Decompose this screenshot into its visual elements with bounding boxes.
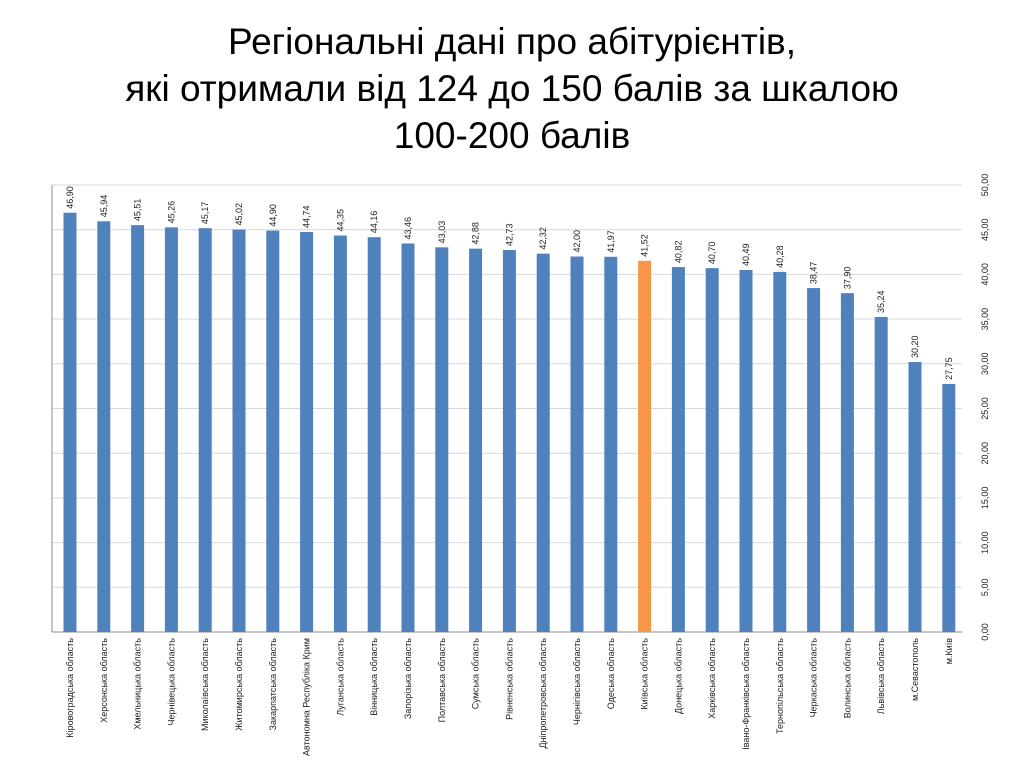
bar — [232, 229, 246, 633]
category-label: Луганська область — [335, 638, 345, 716]
data-label: 27,75 — [944, 357, 954, 380]
data-label: 45,02 — [234, 203, 244, 226]
category-label: Донецька область — [673, 638, 683, 714]
category-label: Херсонська область — [99, 638, 109, 723]
bar — [164, 227, 178, 632]
data-label: 40,49 — [741, 243, 751, 266]
data-label: 42,88 — [471, 222, 481, 245]
y-tick-label: 0,00 — [980, 623, 990, 641]
bar — [604, 256, 618, 632]
bar — [840, 293, 854, 632]
category-label: Черкаська область — [809, 638, 819, 718]
y-tick-label: 20,00 — [980, 442, 990, 465]
data-label: 44,74 — [302, 205, 312, 228]
data-label: 45,17 — [200, 202, 210, 225]
category-label: Закарпатська область — [268, 638, 278, 731]
category-label: Харківська область — [707, 638, 717, 719]
category-label: Дніпропетровська область — [538, 638, 548, 749]
data-label: 41,52 — [640, 234, 650, 257]
category-label: Сумська область — [471, 638, 481, 710]
category-label: м.Київ — [944, 638, 954, 664]
category-label: Полтавська область — [437, 638, 447, 723]
y-tick-label: 35,00 — [980, 308, 990, 331]
bar — [773, 271, 787, 632]
data-label: 40,82 — [673, 241, 683, 264]
data-label: 38,47 — [809, 262, 819, 285]
data-label: 40,70 — [707, 242, 717, 265]
y-tick-label: 30,00 — [980, 353, 990, 376]
data-label: 42,32 — [538, 227, 548, 250]
category-label: Кіровоградська область — [65, 638, 75, 738]
category-label: Волинська область — [842, 638, 852, 719]
bar — [570, 256, 584, 632]
data-label: 41,97 — [606, 230, 616, 253]
bar — [807, 288, 821, 632]
bar — [97, 221, 111, 633]
bar — [131, 225, 145, 632]
category-label: Чернівецька область — [166, 638, 176, 726]
category-label: Тернопільська область — [775, 638, 785, 734]
category-label: Вінницька область — [369, 638, 379, 716]
data-label: 45,94 — [99, 195, 109, 218]
data-label: 40,28 — [775, 245, 785, 268]
bar — [63, 212, 77, 633]
category-label: Автономна Республіка Крим — [302, 638, 312, 756]
bar — [739, 270, 753, 632]
chart-title: Регіональні дані про абітурієнтів, які о… — [0, 18, 1024, 159]
title-line-3: 100-200 балів — [393, 115, 631, 156]
data-label: 46,90 — [65, 186, 75, 209]
y-tick-label: 50,00 — [980, 174, 990, 197]
data-label: 42,73 — [504, 223, 514, 246]
data-label: 30,20 — [910, 335, 920, 358]
category-label: Чернігівська область — [572, 638, 582, 725]
bar — [502, 249, 516, 632]
bar — [266, 230, 280, 632]
title-line-2: які отримали від 124 до 150 балів за шка… — [125, 68, 899, 109]
data-label: 44,90 — [268, 204, 278, 227]
y-tick-label: 5,00 — [980, 579, 990, 597]
category-label: Миколаївська область — [200, 638, 210, 731]
y-tick-label: 25,00 — [980, 397, 990, 420]
category-label: Житомирська область — [234, 638, 244, 731]
category-label: Одеська область — [606, 638, 616, 710]
title-line-1: Регіональні дані про абітурієнтів, — [228, 21, 796, 62]
bar — [908, 362, 922, 632]
bar — [536, 253, 550, 633]
data-label: 43,03 — [437, 221, 447, 244]
data-label: 45,51 — [133, 199, 143, 222]
data-label: 44,35 — [335, 209, 345, 232]
bar — [198, 228, 212, 632]
y-tick-label: 15,00 — [980, 487, 990, 510]
bar — [367, 237, 381, 632]
bar — [705, 268, 719, 632]
bar — [435, 247, 449, 632]
data-label: 35,24 — [876, 290, 886, 313]
category-label: Запорізька область — [403, 638, 413, 719]
data-label: 37,90 — [842, 267, 852, 290]
data-label: 44,16 — [369, 211, 379, 234]
bar — [401, 243, 415, 633]
category-label: Хмельницька область — [133, 638, 143, 730]
bar — [671, 267, 685, 632]
bar — [942, 383, 956, 632]
y-tick-label: 45,00 — [980, 218, 990, 241]
y-tick-label: 10,00 — [980, 531, 990, 554]
bar — [300, 232, 314, 632]
data-label: 42,00 — [572, 230, 582, 253]
data-label: 45,26 — [166, 201, 176, 224]
data-label: 43,46 — [403, 217, 413, 240]
bar — [469, 248, 483, 632]
category-label: м.Севастополь — [910, 638, 920, 701]
category-label: Київська область — [640, 638, 650, 710]
category-label: Рівненська область — [504, 638, 514, 720]
bar — [638, 260, 652, 632]
bar — [874, 316, 888, 632]
category-label: Івано-Франківська область — [741, 638, 751, 750]
category-label: Львівська область — [876, 638, 886, 715]
y-tick-label: 40,00 — [980, 263, 990, 286]
bar — [333, 235, 347, 633]
